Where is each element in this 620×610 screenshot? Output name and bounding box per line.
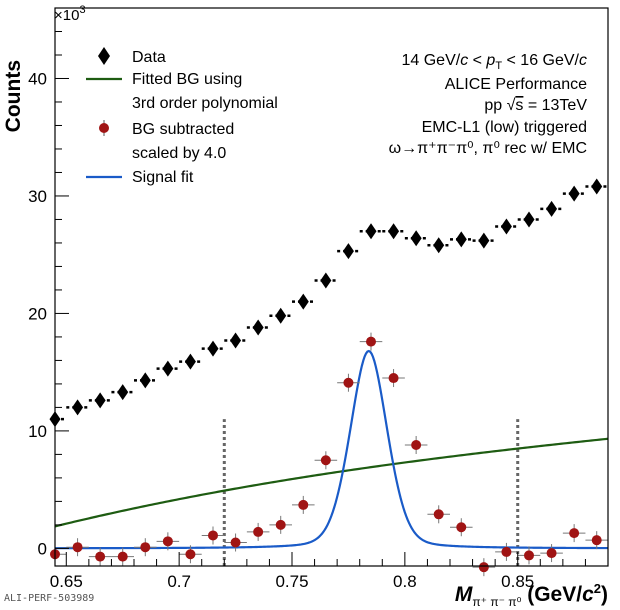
data-point <box>201 340 225 357</box>
bgsub-point <box>66 538 89 557</box>
y-tick-label: 10 <box>28 422 47 441</box>
data-point <box>88 392 112 409</box>
bgsub-point <box>359 332 383 351</box>
data-point <box>427 237 450 254</box>
x-tick-label: 0.8 <box>393 572 417 591</box>
bg-fit-line <box>54 437 609 528</box>
data-point <box>495 218 518 235</box>
x-tick-label: 0.75 <box>275 572 308 591</box>
bgsub-point <box>517 546 541 565</box>
data-point <box>562 185 586 202</box>
legend-bg-fit-label-2: 3rd order polynomial <box>132 95 278 112</box>
data-point <box>179 353 202 370</box>
data-point <box>314 272 338 289</box>
data-point <box>269 307 292 324</box>
legend-data-marker <box>98 47 110 65</box>
info-line-performance: ALICE Performance <box>445 76 587 93</box>
bgsub-series <box>50 332 608 577</box>
data-point <box>450 231 473 248</box>
y-tick-label: 20 <box>28 304 47 323</box>
info-line-decay: ω→π⁺π⁻π⁰, π⁰ rec w/ EMC <box>389 140 587 157</box>
x-tick-label: 0.65 <box>50 572 83 591</box>
bgsub-point <box>495 542 518 561</box>
figure-id: ALI-PERF-503989 <box>4 593 95 604</box>
bgsub-point <box>382 369 405 388</box>
bgsub-point <box>472 558 496 577</box>
y-tick-label: 40 <box>28 69 47 88</box>
data-point <box>585 178 608 195</box>
data-series <box>49 178 608 428</box>
bg-fit-layer <box>54 437 609 528</box>
bgsub-point <box>337 373 360 392</box>
y-axis-title: Counts <box>2 60 25 132</box>
plot-frame <box>54 7 609 567</box>
data-point <box>292 293 315 310</box>
bgsub-point <box>427 505 450 524</box>
data-point <box>224 332 247 349</box>
data-point <box>111 384 134 401</box>
bgsub-point <box>585 531 608 550</box>
data-point <box>517 211 541 228</box>
data-point <box>472 232 496 249</box>
info-line-trigger: EMC-L1 (low) triggered <box>422 119 587 136</box>
bgsub-point <box>134 538 157 557</box>
bgsub-point <box>540 544 563 563</box>
x-axis-title: Mπ⁺ π⁻ π⁰ (GeV/c2) <box>455 581 608 609</box>
bgsub-point <box>111 547 134 566</box>
data-point <box>540 200 563 217</box>
legend-bgsub-label-1: BG subtracted <box>132 121 234 138</box>
data-point <box>156 360 180 377</box>
data-point <box>66 399 89 416</box>
y-tick-label: 0 <box>38 539 47 558</box>
bgsub-point <box>562 524 586 543</box>
bgsub-point <box>269 515 292 534</box>
bgsub-point <box>156 532 180 551</box>
info-line-kinematics: 14 GeV/c < pT < 16 GeV/c <box>401 52 587 72</box>
bgsub-point <box>224 533 247 552</box>
legend-signal-fit-label: Signal fit <box>132 169 194 186</box>
bgsub-point <box>246 522 270 541</box>
bgsub-point <box>292 495 315 514</box>
info-line-energy: pp √s = 13TeV <box>484 97 587 114</box>
y-axis: 0 10 20 30 40 <box>28 30 69 558</box>
mass-window-lines <box>222 419 520 566</box>
legend-bg-fit-label-1: Fitted BG using <box>132 71 242 88</box>
data-point <box>359 223 383 240</box>
bgsub-point <box>201 526 225 545</box>
x-tick-label: 0.85 <box>501 572 534 591</box>
info-text-block: 14 GeV/c < pT < 16 GeV/c ALICE Performan… <box>389 52 588 157</box>
legend-data-label: Data <box>132 49 166 66</box>
data-point <box>382 223 405 240</box>
legend-bgsub-label-2: scaled by 4.0 <box>132 145 226 162</box>
data-point <box>404 230 428 247</box>
bgsub-point <box>404 436 428 455</box>
bgsub-point <box>450 518 473 537</box>
bgsub-point <box>88 547 112 566</box>
bgsub-point <box>314 451 338 470</box>
x-tick-label: 0.7 <box>167 572 191 591</box>
data-point <box>134 372 157 389</box>
legend: Data Fitted BG using 3rd order polynomia… <box>86 47 278 186</box>
x-axis: 0.65 0.7 0.75 0.8 0.85 <box>50 552 609 591</box>
legend-bgsub-marker <box>99 120 109 136</box>
y-tick-label: 30 <box>28 187 47 206</box>
signal-fit-line <box>54 349 608 550</box>
data-point <box>246 319 270 336</box>
data-point <box>49 411 67 428</box>
bgsub-point <box>179 545 202 564</box>
signal-fit-layer <box>54 349 608 550</box>
data-point <box>337 243 360 260</box>
y-multiplier: ×103 <box>54 4 86 24</box>
